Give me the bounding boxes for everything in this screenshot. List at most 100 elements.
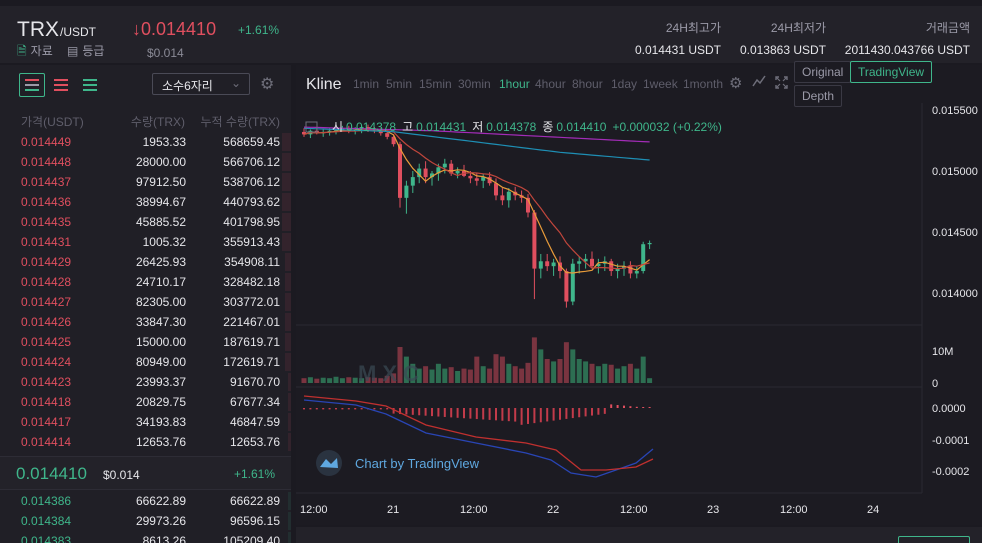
view-tradingview-button[interactable]: TradingView [850, 61, 933, 83]
volume-tick: 0 [932, 378, 938, 390]
volume-bar [551, 361, 557, 383]
ask-row[interactable]: 0.014424 80949.00 172619.71 [0, 352, 291, 372]
fullscreen-icon[interactable] [775, 76, 788, 93]
volume-bar [301, 378, 307, 383]
tab-4hour[interactable]: 4hour [535, 77, 566, 91]
row-price: 0.014424 [21, 355, 72, 369]
candle-body [340, 128, 345, 130]
row-amount: 82305.00 [135, 295, 186, 309]
ask-row[interactable]: 0.014448 28000.00 566706.12 [0, 152, 291, 172]
book-mode-toggle [19, 73, 107, 97]
mode-bids-button[interactable] [77, 73, 103, 97]
ohlc-l-label: 저 [472, 120, 483, 134]
mode-asks-button[interactable] [48, 73, 74, 97]
tab-1hour[interactable]: 1hour [499, 77, 530, 91]
ask-row[interactable]: 0.014435 45885.52 401798.95 [0, 212, 291, 232]
tab-8hour[interactable]: 8hour [572, 77, 603, 91]
macd-bar [488, 408, 491, 420]
row-amount: 34193.83 [135, 415, 186, 429]
ask-row[interactable]: 0.014431 1005.32 355913.43 [0, 232, 291, 252]
bottom-button[interactable] [898, 536, 970, 543]
tab-30min[interactable]: 30min [458, 77, 491, 91]
row-price: 0.014414 [21, 435, 72, 449]
signal-line [303, 395, 654, 471]
tab-1min[interactable]: 1min [353, 77, 380, 91]
ask-row[interactable]: 0.014426 33847.30 221467.01 [0, 312, 291, 332]
depth-bar [285, 333, 291, 351]
row-amount: 45885.52 [135, 215, 186, 229]
row-price: 0.014435 [21, 215, 72, 229]
ask-row[interactable]: 0.014423 23993.37 91670.70 [0, 372, 291, 392]
ask-row[interactable]: 0.014414 12653.76 12653.76 [0, 432, 291, 452]
chart-canvas[interactable]: 0.015500 0.015000 0.014500 0.014000 10M 0 0.00… [296, 65, 982, 525]
row-amount: 29973.26 [135, 514, 186, 528]
decimals-select[interactable]: 소수6자리 ⌄ [152, 73, 250, 95]
macd-bar [571, 408, 574, 419]
macd-bar [495, 408, 497, 421]
depth-bar [282, 173, 291, 191]
row-price: 0.014423 [21, 375, 72, 389]
low-value: 0.013863 USDT [739, 43, 826, 57]
ohlc-change: +0.000032 (+0.22%) [612, 120, 721, 134]
volume-label: 거래금액 [925, 21, 970, 35]
grade-icon: ▤ [67, 44, 79, 58]
macd-bar [475, 408, 478, 420]
row-price: 0.014383 [21, 534, 72, 543]
settings-icon[interactable]: ⚙ [729, 75, 743, 92]
indicator-icon[interactable] [752, 74, 766, 92]
volume-tick: 10M [932, 346, 953, 358]
ask-row[interactable]: 0.014427 82305.00 303772.01 [0, 292, 291, 312]
ask-row[interactable]: 0.014428 24710.17 328482.18 [0, 272, 291, 292]
bid-row[interactable]: 0.014383 8613.26 105209.40 [0, 531, 291, 543]
depth-bar [288, 492, 291, 510]
candle-body [334, 129, 338, 131]
high-label: 24H최고가 [665, 21, 721, 35]
gear-icon[interactable]: ⚙ [260, 76, 275, 93]
quote-symbol: /USDT [60, 25, 96, 39]
mode-both-button[interactable] [19, 73, 45, 97]
volume-bar [461, 368, 467, 383]
candle-body [302, 131, 306, 135]
tab-1day[interactable]: 1day [611, 77, 638, 91]
candle-body [423, 168, 428, 178]
ask-row[interactable]: 0.014429 26425.93 354908.11 [0, 252, 291, 272]
macd-bar [386, 408, 389, 410]
ask-row[interactable]: 0.014417 34193.83 46847.59 [0, 412, 291, 432]
row-total: 105209.40 [223, 534, 280, 543]
tab-1week[interactable]: 1week [643, 77, 678, 91]
row-total: 91670.70 [229, 375, 280, 389]
macd-bar [520, 408, 523, 425]
view-original-button[interactable]: Original [794, 61, 852, 83]
row-amount: 20829.75 [135, 395, 186, 409]
rating-link[interactable]: ▤ 등급 [67, 42, 104, 59]
macd-bar [648, 407, 651, 408]
bid-row[interactable]: 0.014386 66622.89 66622.89 [0, 491, 291, 511]
mid-price-bar: 0.014410 $0.014 +1.61% [0, 456, 291, 490]
candle-body [410, 177, 415, 186]
tab-1month[interactable]: 1month [683, 77, 724, 91]
candle-body [430, 173, 434, 178]
tab-15min[interactable]: 15min [419, 77, 452, 91]
tab-5min[interactable]: 5min [386, 77, 413, 91]
volume-bar [397, 347, 403, 383]
candle-body [378, 130, 383, 134]
time-tick: 12:00 [460, 504, 488, 516]
row-price: 0.014384 [21, 514, 72, 528]
candle-body [570, 263, 575, 302]
candle-body [487, 177, 492, 184]
row-price: 0.014386 [21, 494, 72, 508]
ask-row[interactable]: 0.014418 20829.75 67677.34 [0, 392, 291, 412]
info-link[interactable]: 🗎 자료 [17, 42, 53, 63]
ask-row[interactable]: 0.014425 15000.00 187619.71 [0, 332, 291, 352]
bid-row[interactable]: 0.014384 29973.26 96596.15 [0, 511, 291, 531]
row-total: 303772.01 [223, 295, 280, 309]
ask-row[interactable]: 0.014437 97912.50 538706.12 [0, 172, 291, 192]
volume-bar [563, 342, 569, 383]
row-total: 440793.62 [223, 195, 280, 209]
ask-row[interactable]: 0.014436 38994.67 440793.62 [0, 192, 291, 212]
volume-bar [608, 364, 614, 383]
view-depth-button[interactable]: Depth [794, 85, 843, 107]
row-price: 0.014417 [21, 415, 72, 429]
macd-bar [322, 408, 325, 410]
ask-row[interactable]: 0.014449 1953.33 568659.45 [0, 132, 291, 152]
